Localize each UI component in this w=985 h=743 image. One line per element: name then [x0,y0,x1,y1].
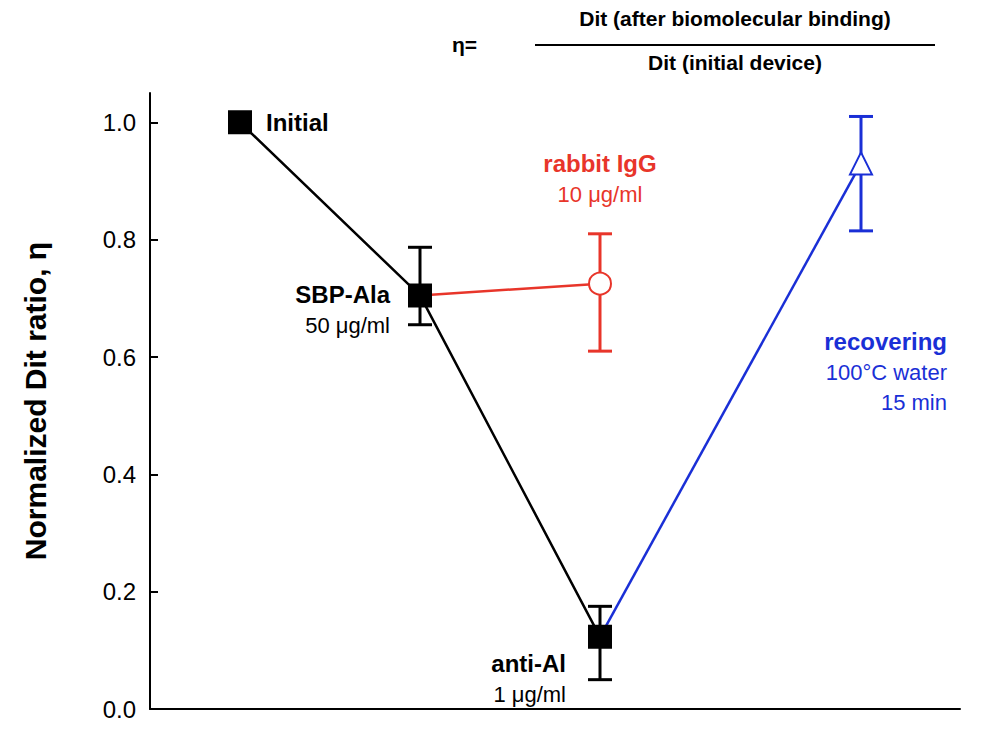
svg-text:rabbit IgG: rabbit IgG [543,150,656,177]
svg-text:recovering: recovering [824,328,947,355]
svg-text:10 μg/ml: 10 μg/ml [558,182,643,207]
svg-text:50 μg/ml: 50 μg/ml [305,313,390,338]
svg-text:0.2: 0.2 [103,578,136,605]
svg-text:100°C water: 100°C water [826,360,947,385]
svg-text:1 μg/ml: 1 μg/ml [493,682,566,707]
svg-text:0.8: 0.8 [103,226,136,253]
svg-text:0.6: 0.6 [103,344,136,371]
svg-text:0.0: 0.0 [103,696,136,723]
svg-text:0.4: 0.4 [103,461,136,488]
svg-text:Dit (initial device): Dit (initial device) [648,51,822,74]
svg-text:1.0: 1.0 [103,109,136,136]
svg-text:15 min: 15 min [881,390,947,415]
svg-text:Initial: Initial [266,109,329,136]
svg-text:anti-Al: anti-Al [491,650,566,677]
svg-text:SBP-Ala: SBP-Ala [295,281,390,308]
svg-text:Normalized Dit ratio, η: Normalized Dit ratio, η [19,242,52,560]
svg-text:η=: η= [452,33,477,56]
svg-text:Dit (after biomolecular bindin: Dit (after biomolecular binding) [579,7,891,30]
